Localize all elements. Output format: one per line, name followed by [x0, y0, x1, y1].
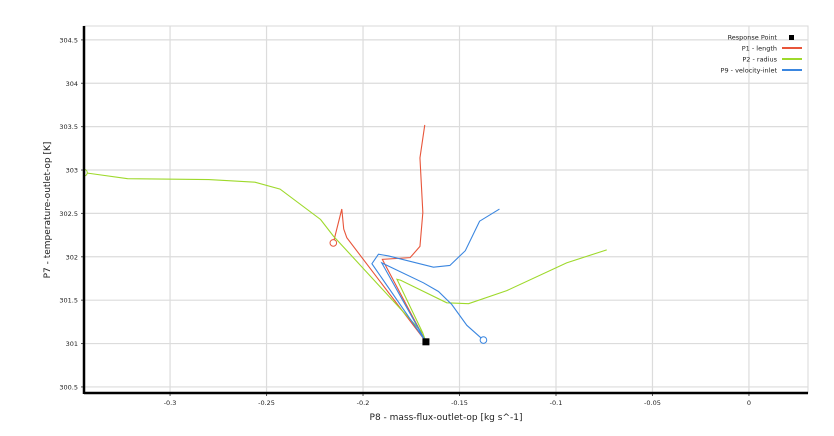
y-tick-label: 303.5 — [59, 123, 78, 131]
x-tick-label: -0.15 — [451, 399, 468, 407]
y-tick-label: 303 — [66, 167, 78, 175]
y-tick-label: 304 — [66, 80, 78, 88]
response-point-marker — [422, 338, 430, 346]
y-tick-label: 301.5 — [59, 297, 78, 305]
x-tick-label: -0.25 — [258, 399, 275, 407]
y-tick-label: 301 — [66, 340, 78, 348]
legend: Response Point P1 - length P2 - radius P9 -… — [721, 34, 802, 75]
x-tick-label: -0.05 — [644, 399, 661, 407]
plot-area — [83, 25, 809, 394]
x-tick-label: 0 — [747, 399, 751, 407]
legend-swatch-response-point — [789, 35, 794, 40]
grid — [83, 25, 809, 394]
y-tick-label: 304.5 — [59, 36, 78, 44]
tick-labels: -0.3 -0.25 -0.2 -0.15 -0.1 -0.05 0 300.5 301 301.… — [59, 36, 751, 407]
x-tick-label: -0.2 — [357, 399, 370, 407]
x-tick-label: -0.1 — [550, 399, 563, 407]
series-line-p9-velocity-inlet — [371, 208, 500, 343]
y-tick-label: 300.5 — [59, 383, 78, 391]
y-tick-label: 302.5 — [59, 210, 78, 218]
y-axis-label: P7 - temperature-outlet-op [K] — [43, 142, 53, 279]
start-marker-p9-velocity-inlet — [479, 336, 488, 344]
x-tick-label: -0.3 — [164, 399, 177, 407]
series-line-p1-length — [332, 124, 427, 343]
y-tick-label: 302 — [66, 253, 78, 261]
legend-label-p2-radius: P2 - radius — [742, 56, 777, 64]
series-group — [84, 124, 607, 346]
legend-label-response-point: Response Point — [728, 34, 778, 42]
start-marker-p1-length — [329, 239, 338, 247]
axes — [81, 26, 808, 396]
legend-label-p9-velocity-inlet: P9 - velocity-inlet — [721, 67, 778, 75]
series-layer — [84, 124, 607, 346]
x-axis-label: P8 - mass-flux-outlet-op [kg s^-1] — [370, 413, 523, 423]
legend-label-p1-length: P1 - length — [742, 45, 777, 53]
